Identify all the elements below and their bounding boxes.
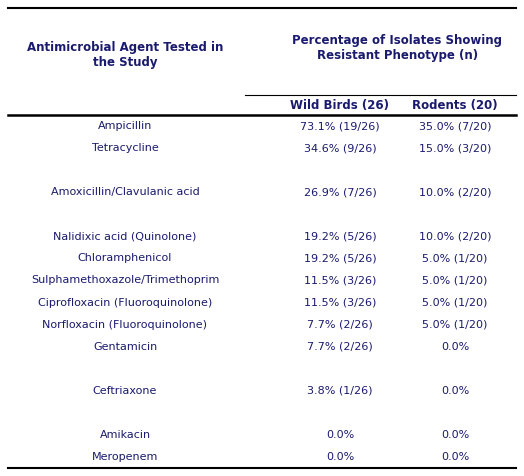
Text: 15.0% (3/20): 15.0% (3/20) (419, 143, 491, 153)
Text: 5.0% (1/20): 5.0% (1/20) (422, 298, 488, 307)
Text: Sulphamethoxazole/Trimethoprim: Sulphamethoxazole/Trimethoprim (31, 276, 219, 286)
Text: Chloramphenicol: Chloramphenicol (78, 253, 172, 263)
Text: Meropenem: Meropenem (92, 452, 158, 462)
Text: 0.0%: 0.0% (441, 452, 469, 462)
Text: Gentamicin: Gentamicin (93, 342, 157, 352)
Text: 26.9% (7/26): 26.9% (7/26) (303, 187, 376, 197)
Text: 0.0%: 0.0% (326, 430, 354, 440)
Text: 0.0%: 0.0% (441, 342, 469, 352)
Text: 5.0% (1/20): 5.0% (1/20) (422, 276, 488, 286)
Text: Norfloxacin (Fluoroquinolone): Norfloxacin (Fluoroquinolone) (42, 319, 208, 329)
Text: 5.0% (1/20): 5.0% (1/20) (422, 319, 488, 329)
Text: Antimicrobial Agent Tested in
the Study: Antimicrobial Agent Tested in the Study (27, 41, 223, 69)
Text: Ciprofloxacin (Fluoroquinolone): Ciprofloxacin (Fluoroquinolone) (38, 298, 212, 307)
Text: 7.7% (2/26): 7.7% (2/26) (307, 319, 373, 329)
Text: 11.5% (3/26): 11.5% (3/26) (304, 276, 376, 286)
Text: Nalidixic acid (Quinolone): Nalidixic acid (Quinolone) (53, 231, 196, 241)
Text: Percentage of Isolates Showing
Resistant Phenotype (n): Percentage of Isolates Showing Resistant… (292, 34, 503, 62)
Text: Tetracycline: Tetracycline (92, 143, 158, 153)
Text: 3.8% (1/26): 3.8% (1/26) (307, 386, 373, 396)
Text: 19.2% (5/26): 19.2% (5/26) (304, 253, 376, 263)
Text: Rodents (20): Rodents (20) (412, 99, 498, 111)
Text: Wild Birds (26): Wild Birds (26) (290, 99, 389, 111)
Text: 10.0% (2/20): 10.0% (2/20) (419, 187, 492, 197)
Text: Ceftriaxone: Ceftriaxone (93, 386, 157, 396)
Text: 0.0%: 0.0% (326, 452, 354, 462)
Text: 73.1% (19/26): 73.1% (19/26) (300, 121, 380, 131)
Text: 35.0% (7/20): 35.0% (7/20) (419, 121, 492, 131)
Text: 11.5% (3/26): 11.5% (3/26) (304, 298, 376, 307)
Text: 0.0%: 0.0% (441, 430, 469, 440)
Text: 10.0% (2/20): 10.0% (2/20) (419, 231, 492, 241)
Text: Amikacin: Amikacin (100, 430, 150, 440)
Text: 7.7% (2/26): 7.7% (2/26) (307, 342, 373, 352)
Text: Ampicillin: Ampicillin (98, 121, 152, 131)
Text: 19.2% (5/26): 19.2% (5/26) (304, 231, 376, 241)
Text: 0.0%: 0.0% (441, 386, 469, 396)
Text: 34.6% (9/26): 34.6% (9/26) (304, 143, 376, 153)
Text: 5.0% (1/20): 5.0% (1/20) (422, 253, 488, 263)
Text: Amoxicillin/Clavulanic acid: Amoxicillin/Clavulanic acid (51, 187, 199, 197)
